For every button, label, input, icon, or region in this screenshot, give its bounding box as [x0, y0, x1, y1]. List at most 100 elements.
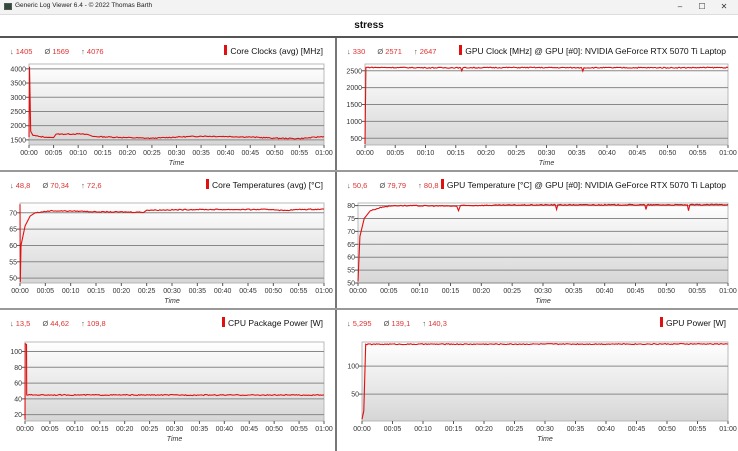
app-icon: [4, 3, 12, 10]
y-tick-label: 40: [14, 396, 22, 403]
stat-min: ↓ 330: [347, 47, 366, 56]
column-divider[interactable]: [335, 38, 337, 451]
chart-legend[interactable]: Core Clocks (avg) [MHz]: [224, 45, 323, 56]
chart-stats: ↓ 13,5 Ø 44,62 ↑ 109,8: [10, 319, 116, 328]
chart-title: GPU Temperature [°C] @ GPU [#0]: NVIDIA …: [446, 180, 726, 190]
minimize-button[interactable]: –: [677, 2, 683, 11]
stat-min: ↓ 50,6: [347, 181, 368, 190]
x-tick-label: 00:25: [503, 288, 521, 295]
stat-max: ↑ 140,3: [422, 319, 447, 328]
x-tick-label: 00:45: [241, 150, 259, 157]
stat-max: ↑ 2647: [413, 47, 437, 56]
chart-svg[interactable]: 500 1000 1500 2000 2500 00:00 00:05 00:10 00:15 0…: [337, 38, 738, 170]
x-tick-label: 00:15: [91, 426, 109, 433]
y-tick-label: 60: [347, 255, 355, 262]
chart-legend[interactable]: GPU Temperature [°C] @ GPU [#0]: NVIDIA …: [440, 179, 726, 190]
y-tick-label: 65: [9, 227, 17, 234]
x-tick-label: 01:00: [315, 426, 333, 433]
chart-legend[interactable]: Core Temperatures (avg) [°C]: [206, 179, 323, 190]
chart-title: Core Clocks (avg) [MHz]: [230, 46, 323, 56]
x-tick-label: 00:25: [138, 288, 156, 295]
x-tick-label: 00:10: [69, 150, 87, 157]
x-tick-label: 00:10: [66, 426, 84, 433]
x-tick-label: 00:55: [291, 150, 309, 157]
x-tick-label: 00:05: [45, 150, 63, 157]
stat-max: ↑ 109,8: [81, 319, 106, 328]
plot-area: [361, 341, 729, 422]
chart-svg[interactable]: 50 100 00:00 00:05 00:10 00:15 00:20 00:25 00:30…: [337, 310, 738, 451]
x-tick-label: 00:55: [290, 426, 308, 433]
legend-color-swatch: [459, 45, 463, 55]
y-tick-label: 60: [9, 243, 17, 250]
chart-panel: ↓ 1405 Ø 1569 ↑ 4076 Core Clocks (avg) [MHz…: [0, 38, 335, 170]
x-tick-label: 00:05: [37, 288, 55, 295]
x-tick-label: 00:45: [239, 288, 257, 295]
series-line: [19, 204, 325, 283]
stat-avg: Ø 70,34: [42, 181, 70, 190]
y-tick-label: 50: [347, 281, 355, 288]
legend-color-swatch: [222, 317, 226, 327]
series-line: [28, 66, 325, 140]
chart-legend[interactable]: GPU Clock [MHz] @ GPU [#0]: NVIDIA GeFor…: [459, 45, 726, 56]
x-tick-label: 00:40: [597, 426, 615, 433]
x-tick-label: 00:45: [240, 426, 258, 433]
chart-panel: ↓ 50,6 Ø 79,79 ↑ 80,8 GPU Temperature [°C] …: [337, 172, 738, 308]
x-tick-label: 00:30: [166, 426, 184, 433]
chart-svg[interactable]: 20 40 60 80 100 00:00 00:05 00:10 00:15 00:20 00:2…: [0, 310, 335, 451]
maximize-button[interactable]: ☐: [698, 2, 706, 11]
y-tick-label: 80: [14, 365, 22, 372]
x-tick-label: 00:50: [658, 426, 676, 433]
chart-panel: ↓ 48,8 Ø 70,34 ↑ 72,6 Core Temperatures (av…: [0, 172, 335, 308]
x-tick-label: 00:30: [538, 150, 556, 157]
x-tick-label: 00:35: [565, 288, 583, 295]
y-tick-label: 100: [347, 364, 359, 371]
x-tick-label: 00:40: [217, 150, 235, 157]
y-tick-label: 65: [347, 242, 355, 249]
y-tick-label: 500: [350, 136, 362, 143]
y-tick-label: 100: [10, 349, 22, 356]
plot-area: [24, 341, 325, 422]
x-tick-label: 00:10: [414, 426, 432, 433]
series-line: [361, 342, 729, 420]
chart-title: GPU Clock [MHz] @ GPU [#0]: NVIDIA GeFor…: [465, 46, 726, 56]
x-tick-label: 00:20: [475, 426, 493, 433]
legend-color-swatch: [440, 179, 444, 189]
series-line: [364, 66, 729, 145]
chart-legend[interactable]: CPU Package Power [W]: [222, 317, 323, 328]
stat-min: ↓ 5,295: [347, 319, 372, 328]
stat-avg: Ø 1569: [44, 47, 70, 56]
x-tick-label: 00:45: [627, 288, 645, 295]
x-tick-label: 00:20: [113, 288, 131, 295]
chart-svg[interactable]: 50 55 60 65 70 00:00 00:05 00:10 00:15 00:20 00:25…: [0, 172, 335, 308]
x-tick-label: 00:35: [567, 426, 585, 433]
y-tick-label: 2500: [346, 68, 362, 75]
chart-svg[interactable]: 50 55 60 65 70 75 80 00:00 00:05 00:10 00:15 00:20 0…: [337, 172, 738, 308]
chart-stats: ↓ 330 Ø 2571 ↑ 2647: [347, 47, 446, 56]
y-tick-label: 80: [347, 203, 355, 210]
row-divider[interactable]: [0, 170, 738, 172]
y-tick-label: 3500: [10, 81, 26, 88]
x-tick-label: 00:40: [214, 288, 232, 295]
x-tick-label: 00:25: [507, 150, 525, 157]
x-tick-label: 00:05: [41, 426, 59, 433]
row-divider[interactable]: [0, 308, 738, 310]
x-axis-label: Time: [169, 160, 185, 167]
y-tick-label: 70: [347, 229, 355, 236]
y-tick-label: 50: [9, 276, 17, 283]
x-tick-label: 00:30: [534, 288, 552, 295]
close-button[interactable]: ✕: [720, 2, 728, 11]
chart-title: Core Temperatures (avg) [°C]: [212, 180, 323, 190]
x-axis-label: Time: [535, 298, 551, 305]
chart-svg[interactable]: 1500 2000 2500 3000 3500 4000 00:00 00:05 00:10 0…: [0, 38, 335, 170]
x-tick-label: 00:40: [216, 426, 234, 433]
x-tick-label: 00:20: [116, 426, 134, 433]
x-tick-label: 00:25: [141, 426, 159, 433]
x-tick-label: 00:50: [265, 426, 283, 433]
x-tick-label: 00:10: [411, 288, 429, 295]
x-tick-label: 00:35: [191, 426, 209, 433]
chart-panel: ↓ 5,295 Ø 139,1 ↑ 140,3 GPU Power [W] 50 100 0…: [337, 310, 738, 451]
x-tick-label: 00:15: [442, 288, 460, 295]
x-tick-label: 00:20: [473, 288, 491, 295]
x-tick-label: 00:30: [163, 288, 181, 295]
chart-legend[interactable]: GPU Power [W]: [660, 317, 726, 328]
